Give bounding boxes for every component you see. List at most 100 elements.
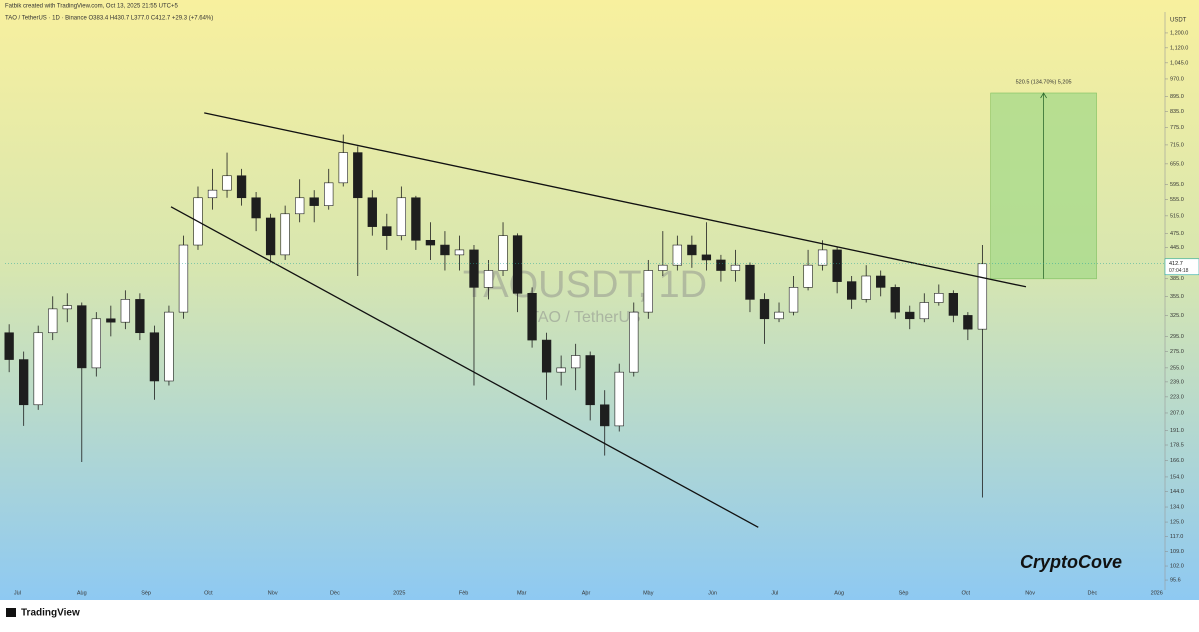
candle-body [338, 152, 348, 184]
candle-body [817, 249, 828, 266]
y-tick-label: 325.0 [1170, 313, 1184, 319]
y-tick-label: 191.0 [1170, 428, 1184, 434]
candle-body [571, 355, 581, 369]
x-tick-label: Mar [517, 590, 527, 596]
candle-body [803, 264, 813, 288]
candle-body [178, 244, 189, 313]
candle-body [498, 235, 508, 271]
y-tick-label: 223.0 [1170, 394, 1184, 400]
candle-body [382, 226, 392, 236]
candle-body [295, 197, 305, 215]
candle-body [411, 197, 421, 241]
candle-body [106, 318, 116, 323]
trendline [204, 112, 1027, 288]
y-tick-label: 295.0 [1170, 334, 1184, 340]
x-tick-label: Oct [204, 590, 213, 596]
candle-body [745, 264, 755, 300]
y-tick-label: 154.0 [1170, 474, 1184, 480]
candle-body [440, 244, 450, 256]
candle-body [251, 197, 261, 219]
candle-body [919, 302, 929, 320]
candle-body [643, 270, 653, 313]
candle-body [120, 299, 131, 323]
y-unit: USDT [1170, 18, 1187, 24]
candle-body [4, 332, 14, 360]
y-tick-label: 355.0 [1170, 294, 1184, 300]
candle-body [222, 175, 232, 191]
y-tick-label: 144.0 [1170, 489, 1184, 495]
candle-body [309, 197, 319, 206]
candle-body [512, 235, 523, 294]
candle-body [91, 318, 101, 369]
candle-body [149, 332, 160, 382]
y-tick-label: 775.0 [1170, 125, 1184, 131]
legend: TAO / TetherUS · 1D · Binance O383.4 H43… [5, 16, 213, 22]
y-tick-label: 207.0 [1170, 410, 1184, 416]
candle-body [701, 254, 712, 261]
candle-body [600, 404, 610, 427]
countdown: 07:04:18 [1169, 268, 1189, 274]
y-tick-label: 655.0 [1170, 161, 1184, 167]
x-tick-label: Aug [77, 590, 87, 596]
y-tick-label: 102.0 [1170, 563, 1184, 569]
candle-body [585, 355, 595, 406]
y-tick-label: 475.0 [1170, 231, 1184, 237]
candle-body [541, 339, 552, 373]
x-tick-label: Jul [14, 590, 21, 596]
candle-body [265, 217, 276, 256]
y-tick-label: 1,200.0 [1170, 30, 1188, 36]
candle-body [672, 244, 683, 266]
measure-label: 520.5 (134.70%) 5,205 [1016, 79, 1072, 85]
candle-body [832, 249, 842, 282]
y-tick-label: 239.0 [1170, 379, 1184, 385]
x-tick-label: 2025 [393, 590, 405, 596]
y-tick-label: 125.0 [1170, 520, 1184, 526]
y-tick-label: 109.0 [1170, 549, 1184, 555]
candle-body [33, 332, 43, 406]
candle-body [948, 293, 958, 316]
header: Fatbik created with TradingView.com, Oct… [5, 4, 178, 10]
y-tick-label: 1,120.0 [1170, 45, 1188, 51]
candle-body [62, 305, 72, 310]
candle-body [876, 275, 886, 288]
x-tick-label: Jun [708, 590, 717, 596]
candle-body [236, 175, 247, 199]
y-tick-label: 275.0 [1170, 349, 1184, 355]
candle-body [77, 305, 87, 369]
watermark-title: TAOUSDT, 1D [463, 264, 707, 306]
candle-body [774, 311, 784, 320]
y-tick-label: 515.0 [1170, 213, 1184, 219]
candle-body [135, 299, 145, 334]
candle-body [48, 308, 58, 334]
candle-body [454, 249, 465, 256]
last-price-label: 412.7 [1169, 261, 1183, 267]
candle-body [614, 371, 624, 427]
candle-body [396, 197, 407, 236]
x-tick-label: Apr [582, 590, 591, 596]
x-tick-label: Dec [1087, 590, 1097, 596]
x-tick-label: Sep [141, 590, 151, 596]
candle-body [527, 293, 537, 341]
candle-body [367, 197, 377, 227]
y-tick-label: 117.0 [1170, 534, 1183, 540]
candle-body [977, 263, 988, 330]
y-tick-label: 715.0 [1170, 142, 1184, 148]
candle-body [687, 244, 697, 256]
candle-body [716, 259, 726, 271]
x-tick-label: Jul [771, 590, 778, 596]
watermark-subtitle: TAO / TetherUS [529, 309, 640, 326]
footer-logo [6, 608, 16, 617]
y-tick-label: 835.0 [1170, 109, 1184, 115]
y-tick-label: 595.0 [1170, 182, 1184, 188]
candle-body [963, 315, 973, 330]
x-tick-label: Aug [834, 590, 844, 596]
trendline [170, 206, 759, 528]
candle-body [759, 299, 770, 320]
brand: CryptoCove [1020, 552, 1122, 572]
x-tick-label: May [643, 590, 654, 596]
y-tick-label: 134.0 [1170, 504, 1184, 510]
y-tick-label: 970.0 [1170, 76, 1184, 82]
candle-body [469, 249, 479, 288]
